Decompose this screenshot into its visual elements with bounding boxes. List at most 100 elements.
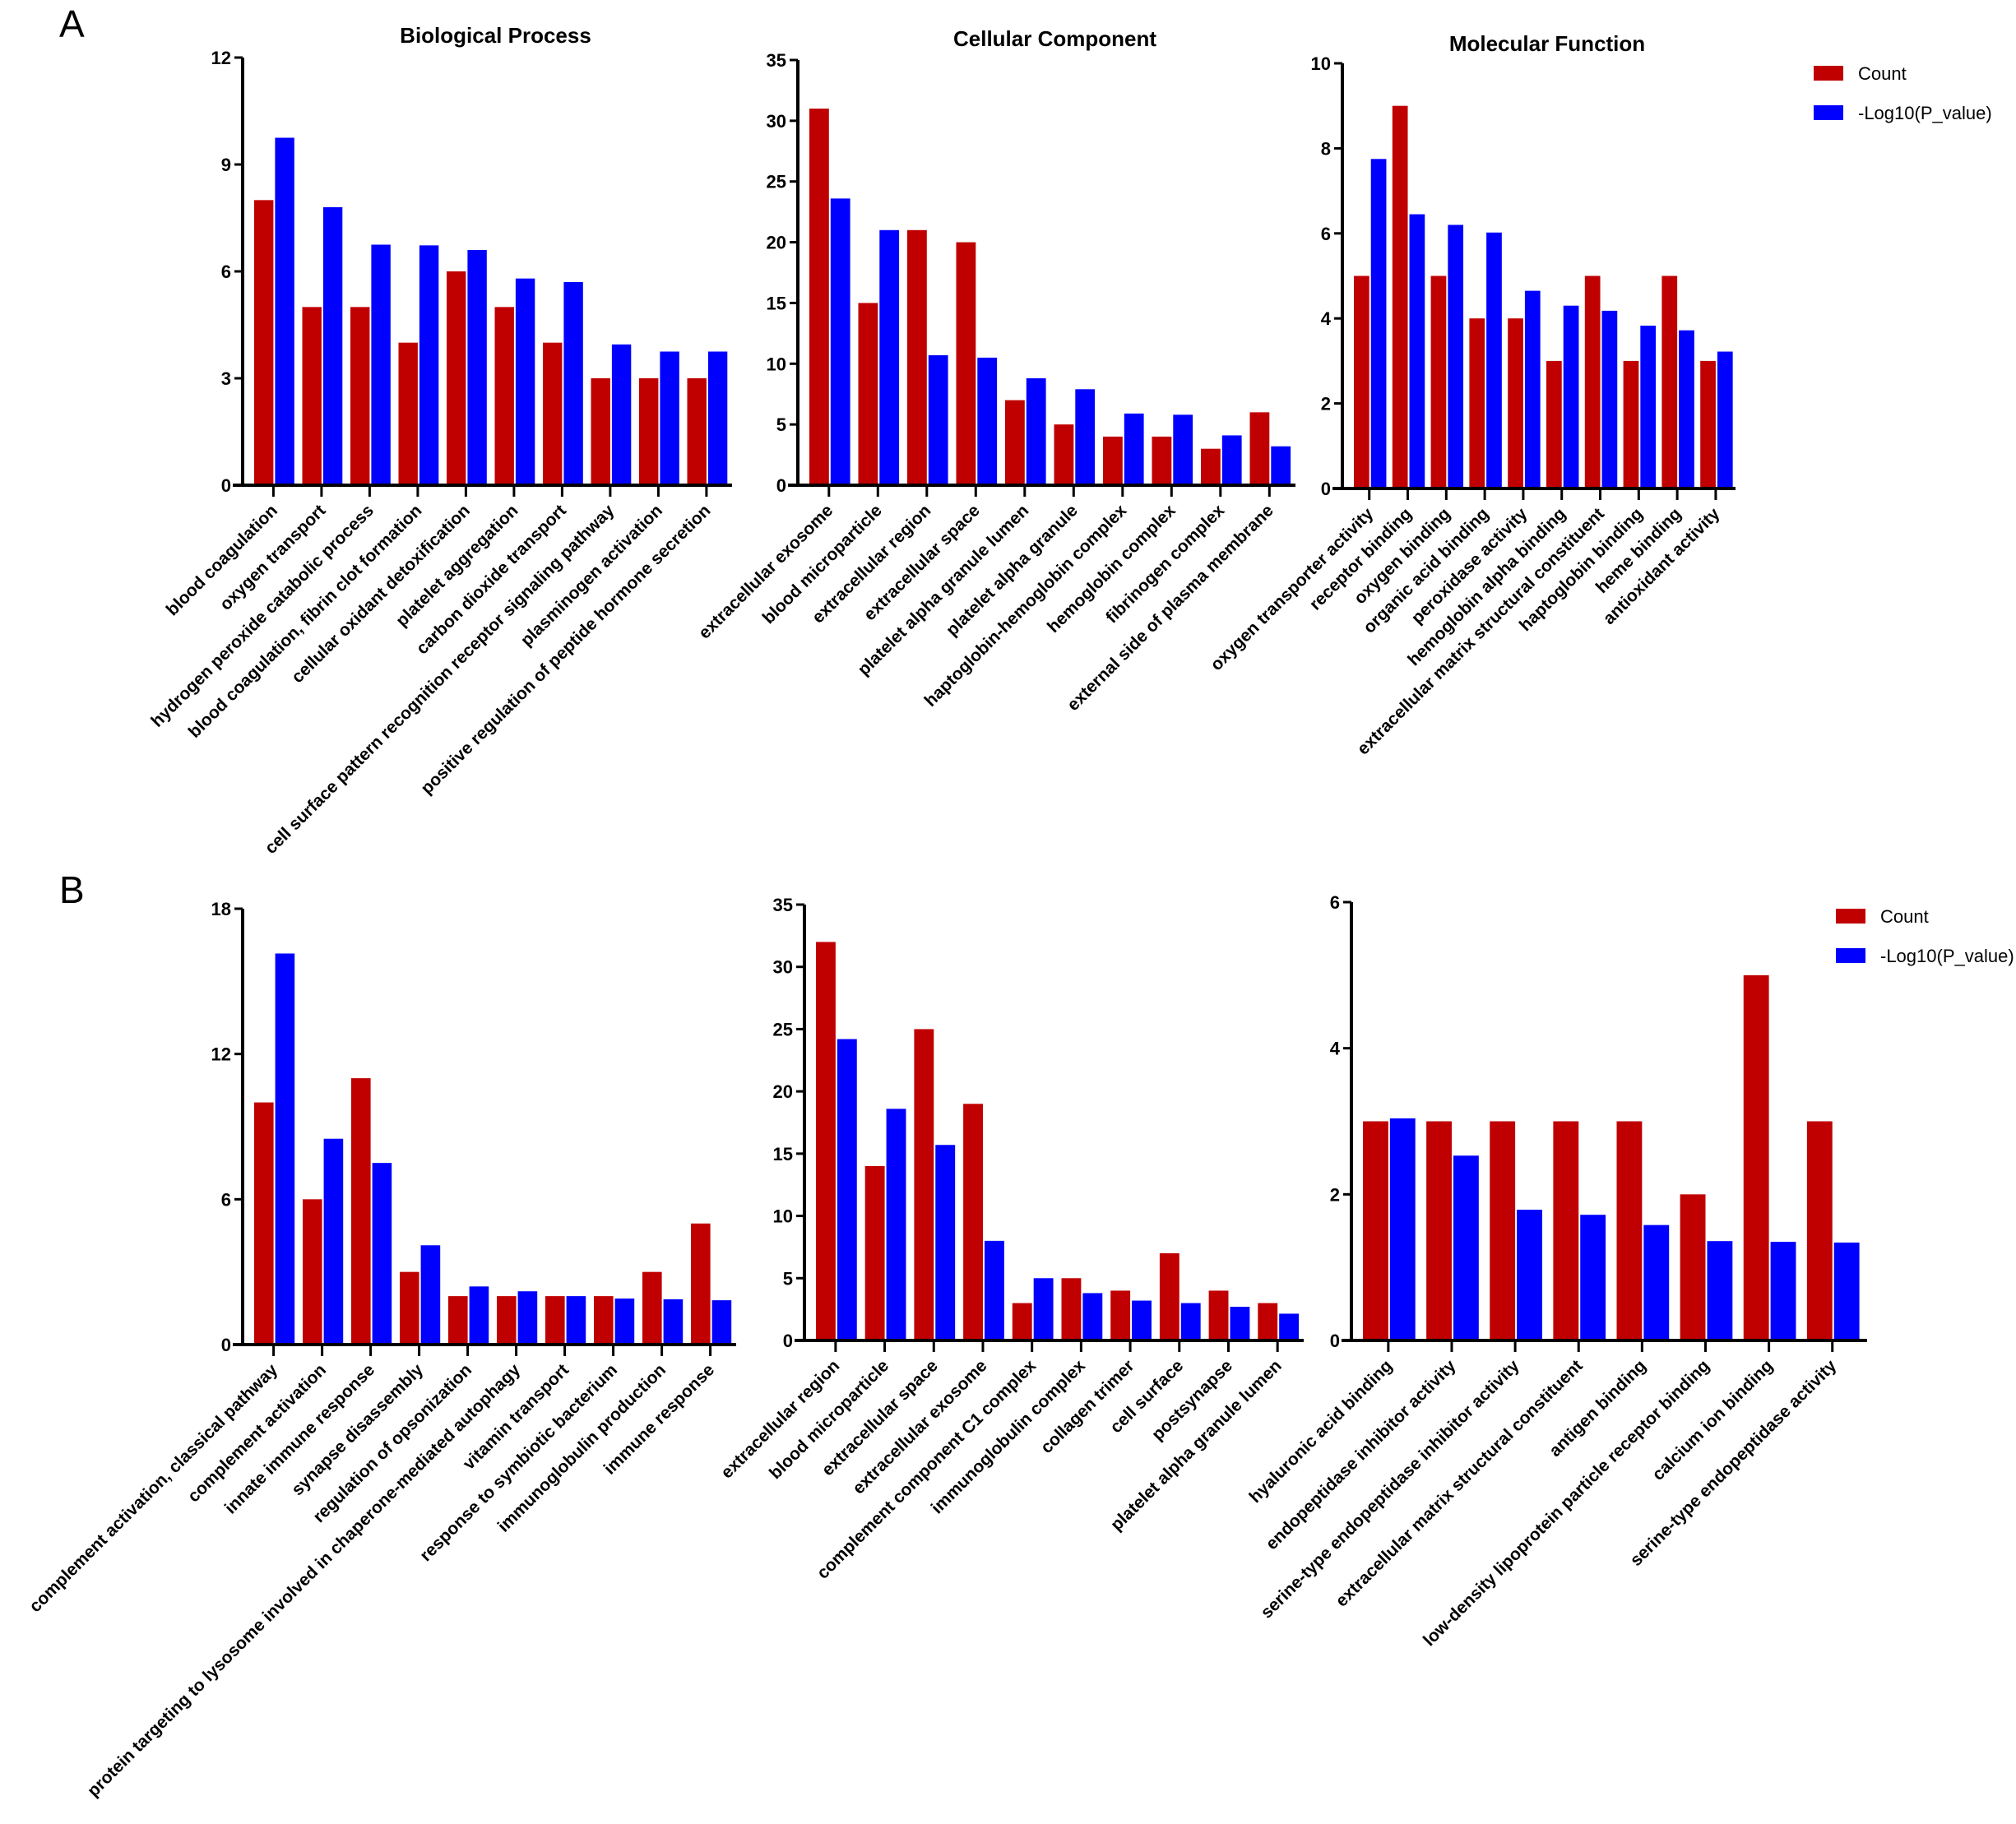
pvalue-bar [1221,435,1242,485]
count-bar [907,229,927,485]
pvalue-bar [371,244,391,485]
pvalue-bar [879,229,900,485]
pvalue-bar [1707,1241,1733,1340]
pvalue-bar [711,1300,732,1345]
y-tick-label: 0 [1321,479,1331,499]
y-tick-label: 35 [767,50,786,71]
legend-label-count: Count [1858,63,1907,84]
pvalue-bar [1409,214,1425,488]
pvalue-bar [1082,1293,1103,1340]
count-bar [1159,1253,1179,1340]
y-tick-label: 12 [211,48,231,68]
y-tick-label: 10 [773,1206,793,1227]
legend-swatch-pvalue [1836,948,1865,963]
y-tick-label: 15 [773,1144,793,1164]
y-tick-label: 9 [221,155,231,175]
count-bar [254,200,274,486]
count-bar [1806,1121,1833,1340]
count-bar [809,109,829,486]
pvalue-bar [1679,330,1694,488]
legend-label-pvalue: -Log10(P_value) [1880,946,2014,966]
pvalue-bar [1132,1300,1152,1340]
pvalue-bar [515,278,535,485]
pvalue-bar [837,1039,857,1340]
count-bar [1426,1121,1452,1340]
pvalue-bar [1563,305,1579,488]
pvalue-bar [517,1291,538,1345]
count-bar [1363,1121,1388,1340]
x-tick-label: calcium ion binding [1648,1356,1777,1484]
pvalue-bar [1770,1242,1796,1340]
count-bar [1546,360,1562,488]
pvalue-bar [1026,378,1046,485]
y-tick-label: 18 [211,899,231,919]
y-tick-label: 30 [767,111,786,132]
count-bar [642,1271,662,1345]
pvalue-bar [1643,1224,1670,1340]
count-bar [1553,1121,1579,1340]
count-bar [594,1296,614,1345]
y-tick-label: 6 [221,1189,231,1210]
pvalue-bar [1524,290,1541,488]
pvalue-bar [1580,1215,1606,1340]
count-bar [687,378,707,485]
y-tick-label: 10 [1311,53,1331,74]
y-tick-label: 35 [773,895,793,915]
pvalue-bar [1448,225,1464,488]
pvalue-bar [1389,1118,1416,1340]
count-bar [864,1166,885,1340]
count-bar [963,1104,983,1340]
y-tick-label: 4 [1321,308,1332,329]
pvalue-bar [1173,414,1193,485]
y-tick-label: 3 [221,368,231,389]
y-tick-label: 5 [776,414,786,435]
count-bar [1508,318,1523,488]
count-bar [1110,1290,1131,1340]
pvalue-bar [707,351,728,485]
pvalue-bar [1453,1155,1479,1340]
pvalue-bar [1230,1307,1250,1340]
pvalue-bar [663,1299,684,1345]
count-bar [254,1102,274,1345]
chart-title: Cellular Component [953,26,1156,51]
x-tick-label: low-density lipoprotein particle recepto… [1420,1356,1713,1650]
count-bar [1743,974,1769,1340]
legend-swatch-pvalue [1814,105,1843,120]
count-bar [1584,275,1601,488]
count-bar [639,378,659,485]
y-tick-label: 5 [783,1268,793,1289]
pvalue-bar [928,354,948,485]
pvalue-bar [614,1299,635,1345]
pvalue-bar [1370,159,1387,488]
x-tick-label: oxygen transporter activity [1207,504,1377,674]
count-bar [1661,275,1678,488]
pvalue-bar [1271,446,1291,485]
count-bar [1054,424,1074,485]
chart-cellular-component: Cellular Component05101520253035extracel… [695,26,1295,715]
chart-title: Molecular Function [1449,31,1645,56]
y-tick-label: 15 [767,293,786,313]
count-bar [1012,1303,1032,1340]
pvalue-bar [1124,413,1144,485]
x-tick-label: hydrogen peroxide catabolic process [147,501,378,731]
pvalue-bar [1717,351,1733,488]
y-tick-label: 2 [1321,394,1331,414]
pvalue-bar [1601,310,1618,488]
y-tick-label: 25 [773,1019,793,1039]
legend: Count -Log10(P_value) [1814,63,1992,123]
y-tick-label: 10 [767,354,786,374]
count-bar [591,378,610,485]
count-bar [1103,436,1123,485]
y-tick-label: 0 [776,475,786,496]
pvalue-bar [323,1138,344,1345]
count-bar [1258,1303,1278,1340]
panel-letter-a: A [59,2,85,45]
y-tick-label: 20 [767,233,786,253]
legend: Count -Log10(P_value) [1836,906,2014,966]
y-tick-label: 0 [221,1335,231,1355]
count-bar [398,342,418,485]
